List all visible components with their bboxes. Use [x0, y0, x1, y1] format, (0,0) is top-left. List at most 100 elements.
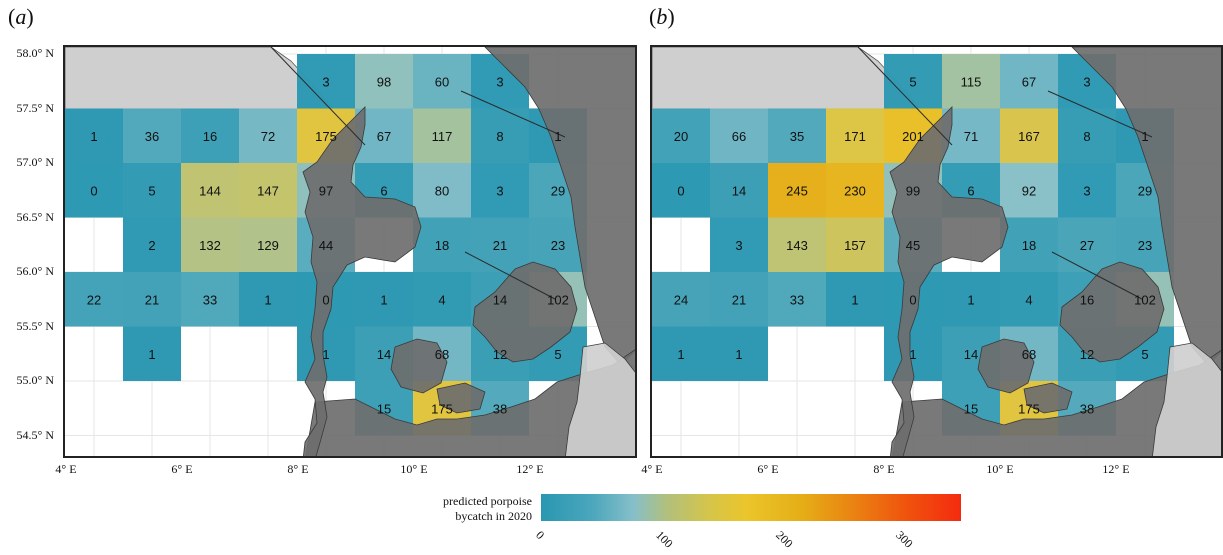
cell-value-label: 1 [851, 292, 858, 307]
grid-cell [181, 163, 239, 218]
cell-value-label: 1 [677, 347, 684, 362]
grid-cell [181, 217, 239, 272]
cell-value-label: 16 [1080, 292, 1094, 307]
cell-value-label: 2 [148, 238, 155, 253]
grid-cell [826, 108, 884, 163]
grid-cell [710, 108, 768, 163]
grid-cell [942, 54, 1000, 109]
legend-title-line1: predicted porpoise [443, 494, 532, 508]
cell-value-label: 1 [148, 347, 155, 362]
grid-cell [239, 272, 297, 327]
cell-value-label: 21 [145, 292, 159, 307]
grid-cell [826, 163, 884, 218]
cell-value-label: 38 [1080, 401, 1094, 416]
cell-value-label: 143 [786, 238, 808, 253]
cell-value-label: 157 [844, 238, 866, 253]
grid-cell [710, 217, 768, 272]
grid-cell [413, 272, 471, 327]
cell-value-label: 99 [906, 183, 920, 198]
cell-value-label: 68 [1022, 347, 1036, 362]
cell-value-label: 5 [1141, 347, 1148, 362]
germany-land [305, 349, 635, 456]
grid-cell [123, 217, 181, 272]
cell-value-label: 18 [1022, 238, 1036, 253]
boundary-line [464, 251, 556, 300]
cell-value-label: 0 [677, 183, 684, 198]
cell-value-label: 167 [1018, 129, 1040, 144]
y-tick-label: 58.0° N [16, 46, 54, 60]
cell-value-label: 1 [967, 292, 974, 307]
norway-land [65, 47, 334, 110]
cell-value-label: 8 [496, 129, 503, 144]
grid-cell [710, 163, 768, 218]
grid-cell [123, 163, 181, 218]
x-tick-label: 6° E [171, 462, 193, 476]
cell-value-label: 92 [1022, 183, 1036, 198]
y-tick-label: 55.5° N [16, 318, 54, 333]
cell-value-label: 12 [1080, 347, 1094, 362]
cell-value-label: 0 [322, 292, 329, 307]
x-tick-label: 10° E [986, 462, 1014, 476]
cell-value-label: 1 [264, 292, 271, 307]
grid-cell [413, 217, 471, 272]
cell-value-label: 8 [1083, 129, 1090, 144]
cell-value-label: 0 [909, 292, 916, 307]
cell-value-label: 1 [322, 347, 329, 362]
cell-value-label: 1 [380, 292, 387, 307]
cell-value-label: 4 [1025, 292, 1032, 307]
cell-value-label: 3 [496, 74, 503, 89]
grid-cell [652, 326, 710, 381]
boundary-line [1051, 251, 1143, 300]
grid-cell [1000, 217, 1058, 272]
cell-value-label: 3 [1083, 183, 1090, 198]
cell-value-label: 147 [257, 183, 279, 198]
cell-value-label: 0 [90, 183, 97, 198]
map-panel-b: 5 115 67 3 20 66 35 171 201 71 167 8 1 0 14 245 230 99 6 92… [650, 45, 1223, 458]
cell-value-label: 33 [790, 292, 804, 307]
grid-cell [710, 272, 768, 327]
grid-cell [123, 108, 181, 163]
x-tick-label: 4° E [55, 462, 77, 476]
cell-value-label: 1 [1141, 129, 1148, 144]
grid-cell [1000, 163, 1058, 218]
cell-value-label: 23 [551, 238, 565, 253]
panel-letter-a: a [15, 4, 27, 29]
cell-value-label: 1 [554, 129, 561, 144]
grid-cell [181, 108, 239, 163]
cell-value-label: 24 [674, 292, 688, 307]
map-svg: 3 98 60 31 36 16 72 175 67 117 8 10 5 144 147 97 6 80 3 292… [65, 47, 635, 456]
panel-label-a: (a) [8, 4, 34, 29]
cell-value-label: 6 [380, 183, 387, 198]
grid-cell [942, 272, 1000, 327]
grid-cell [826, 272, 884, 327]
zealand-land [472, 261, 578, 363]
y-tick-label: 56.5° N [16, 209, 54, 224]
boundary-line [1047, 90, 1153, 138]
legend-tick-label: 300 [893, 528, 916, 551]
cell-value-label: 23 [1138, 238, 1152, 253]
cell-value-label: 21 [732, 292, 746, 307]
skane-land [1152, 342, 1221, 456]
grid-cell [768, 108, 826, 163]
y-tick-label: 54.5° N [16, 427, 54, 442]
x-tick-label: 8° E [873, 462, 895, 476]
cell-value-label: 22 [87, 292, 101, 307]
zealand-land [1059, 261, 1165, 363]
grid-cell [413, 108, 471, 163]
legend-tick-label: 100 [653, 528, 676, 551]
grid-cell [123, 272, 181, 327]
cell-value-label: 175 [431, 401, 453, 416]
grid-cell [710, 326, 768, 381]
grid-cell [1000, 272, 1058, 327]
cell-value-label: 1 [90, 129, 97, 144]
grid-cell [181, 272, 239, 327]
cell-value-label: 72 [261, 129, 275, 144]
x-tick-label: 12° E [516, 462, 544, 476]
cell-value-label: 98 [377, 74, 391, 89]
cell-value-label: 129 [257, 238, 279, 253]
boundary-line [270, 47, 366, 146]
cell-value-label: 29 [1138, 183, 1152, 198]
cell-value-label: 171 [844, 129, 866, 144]
cell-value-label: 175 [1018, 401, 1040, 416]
grid-cell [471, 163, 529, 218]
